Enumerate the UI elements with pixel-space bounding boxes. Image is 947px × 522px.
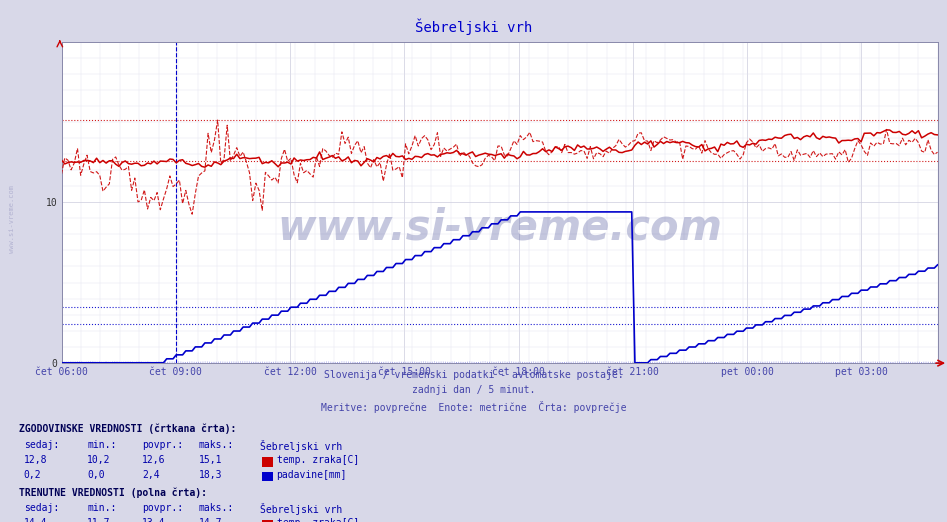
Text: www.si-vreme.com: www.si-vreme.com — [9, 185, 15, 253]
Text: www.si-vreme.com: www.si-vreme.com — [277, 207, 722, 249]
Text: maks.:: maks.: — [199, 503, 234, 513]
Text: Šebreljski vrh: Šebreljski vrh — [260, 440, 343, 452]
Text: 10,2: 10,2 — [87, 455, 111, 465]
Text: min.:: min.: — [87, 440, 116, 449]
Text: sedaj:: sedaj: — [24, 503, 59, 513]
Text: povpr.:: povpr.: — [142, 440, 183, 449]
Text: Šebreljski vrh: Šebreljski vrh — [260, 503, 343, 515]
Text: 14,7: 14,7 — [199, 518, 223, 522]
Text: 0,2: 0,2 — [24, 470, 42, 480]
Text: 15,1: 15,1 — [199, 455, 223, 465]
Text: TRENUTNE VREDNOSTI (polna črta):: TRENUTNE VREDNOSTI (polna črta): — [19, 487, 207, 497]
Text: 13,4: 13,4 — [142, 518, 166, 522]
Text: 2,4: 2,4 — [142, 470, 160, 480]
Text: sedaj:: sedaj: — [24, 440, 59, 449]
Text: temp. zraka[C]: temp. zraka[C] — [277, 455, 359, 465]
Text: 18,3: 18,3 — [199, 470, 223, 480]
Text: 0,0: 0,0 — [87, 470, 105, 480]
Text: maks.:: maks.: — [199, 440, 234, 449]
Text: 12,6: 12,6 — [142, 455, 166, 465]
Text: min.:: min.: — [87, 503, 116, 513]
Text: ZGODOVINSKE VREDNOSTI (črtkana črta):: ZGODOVINSKE VREDNOSTI (črtkana črta): — [19, 424, 237, 434]
Text: 11,7: 11,7 — [87, 518, 111, 522]
Text: 14,4: 14,4 — [24, 518, 47, 522]
Text: temp. zraka[C]: temp. zraka[C] — [277, 518, 359, 522]
Text: Slovenija / vremenski podatki - avtomatske postaje.: Slovenija / vremenski podatki - avtomats… — [324, 370, 623, 379]
Text: povpr.:: povpr.: — [142, 503, 183, 513]
Text: Šebreljski vrh: Šebreljski vrh — [415, 18, 532, 35]
Text: padavine[mm]: padavine[mm] — [277, 470, 347, 480]
Text: zadnji dan / 5 minut.: zadnji dan / 5 minut. — [412, 385, 535, 395]
Text: Meritve: povprečne  Enote: metrične  Črta: povprečje: Meritve: povprečne Enote: metrične Črta:… — [321, 401, 626, 413]
Text: 12,8: 12,8 — [24, 455, 47, 465]
